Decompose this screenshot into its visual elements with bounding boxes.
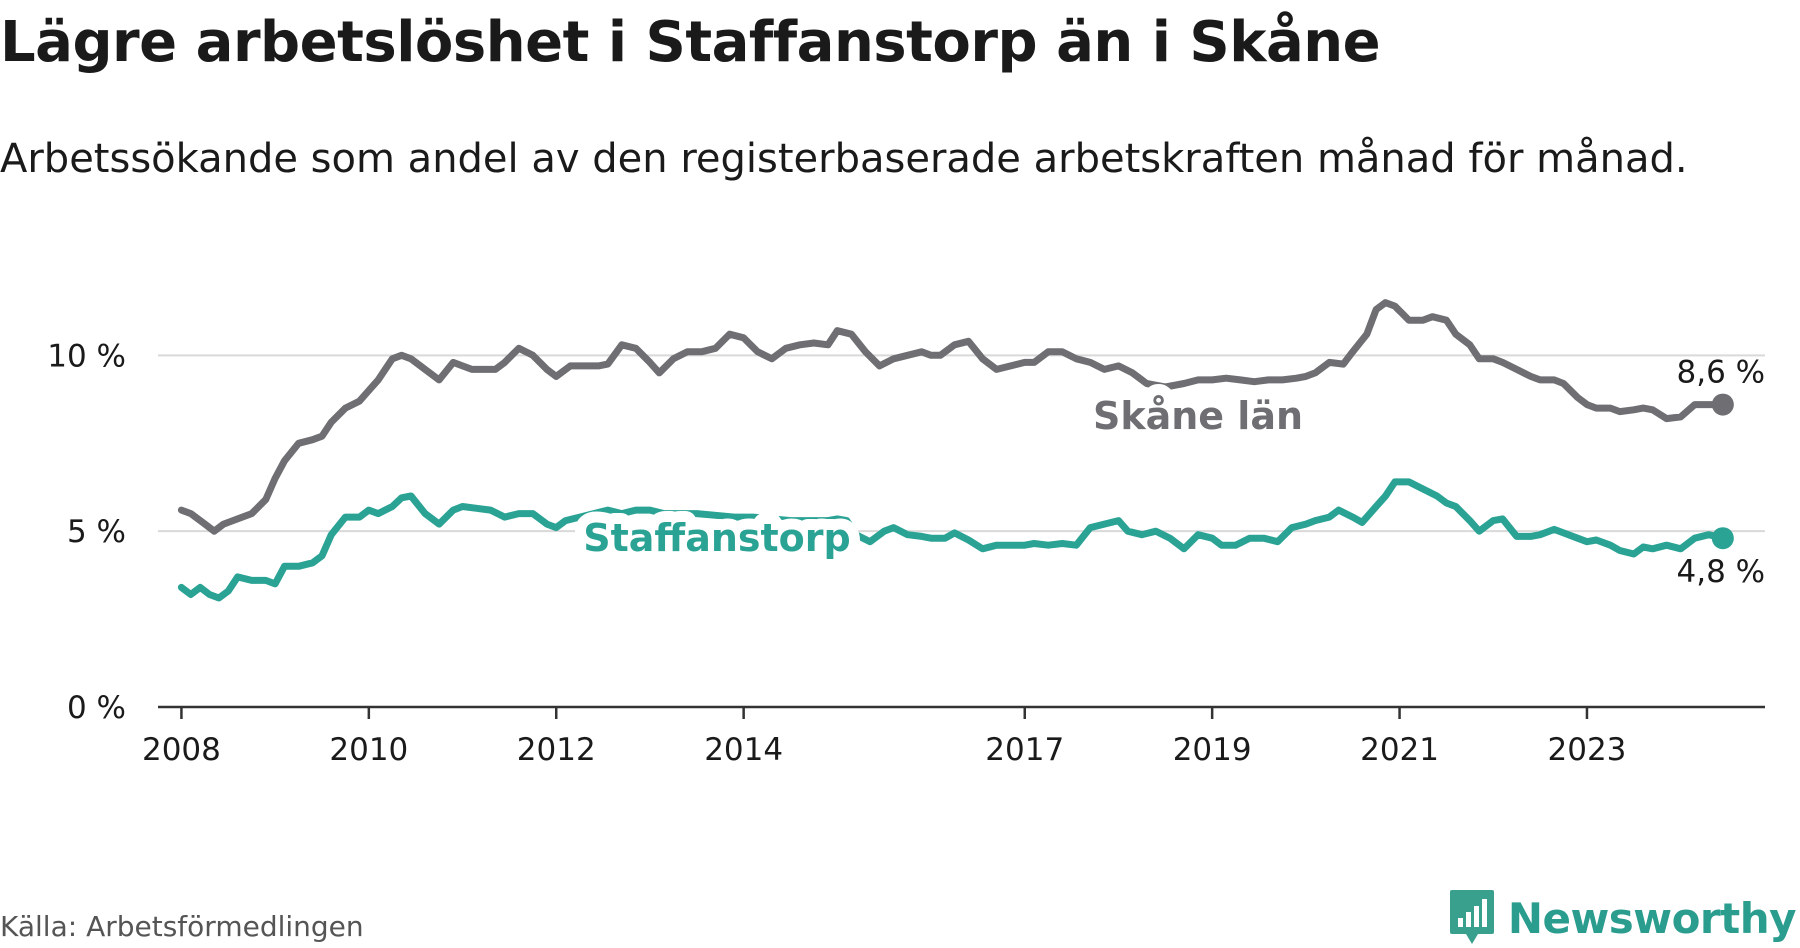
series-lines bbox=[177, 299, 1734, 602]
series-end-label-1: 4,8 % bbox=[1677, 554, 1766, 590]
x-tick-label: 2019 bbox=[1173, 732, 1252, 768]
y-tick-label: 5 % bbox=[67, 514, 126, 550]
series-end-label-0: 8,6 % bbox=[1677, 355, 1766, 391]
newsworthy-logo-icon bbox=[1449, 890, 1494, 944]
x-tick-label: 2023 bbox=[1548, 732, 1627, 768]
chart-subtitle: Arbetssökande som andel av den registerb… bbox=[0, 136, 1688, 182]
series-end-point-1 bbox=[1711, 527, 1734, 550]
x-tick-label: 2017 bbox=[985, 732, 1064, 768]
source-note: Källa: Arbetsförmedlingen bbox=[0, 910, 364, 943]
series-line-0 bbox=[177, 299, 1727, 535]
y-tick-label: 10 % bbox=[47, 338, 126, 374]
brand-name: Newsworthy bbox=[1507, 893, 1797, 943]
x-tick-label: 2012 bbox=[517, 732, 596, 768]
y-axis: 0 % 5 % 10 % bbox=[47, 338, 126, 726]
line-chart: 0 %5 %10 % 2008 2010 2012 2014 2017 2019 2021 2… bbox=[47, 299, 1766, 768]
series-end-point-0 bbox=[1711, 393, 1734, 416]
x-tick-label: 2010 bbox=[329, 732, 408, 768]
series-label-1: Staffanstorp bbox=[583, 516, 850, 560]
x-tick-label: 2021 bbox=[1360, 732, 1439, 768]
chart-title: Lägre arbetslöshet i Staffanstorp än i S… bbox=[0, 10, 1381, 75]
series-line-1 bbox=[177, 478, 1727, 602]
x-tick-label: 2008 bbox=[142, 732, 221, 768]
x-tick-label: 2014 bbox=[704, 732, 783, 768]
y-tick-label: 0 % bbox=[67, 690, 126, 726]
x-axis: 2008 2010 2012 2014 2017 2019 2021 2023 bbox=[142, 705, 1765, 768]
gridlines bbox=[158, 354, 1765, 533]
newsworthy-brand: Newsworthy bbox=[1448, 888, 1797, 948]
series-label-0: Skåne län bbox=[1093, 394, 1303, 438]
